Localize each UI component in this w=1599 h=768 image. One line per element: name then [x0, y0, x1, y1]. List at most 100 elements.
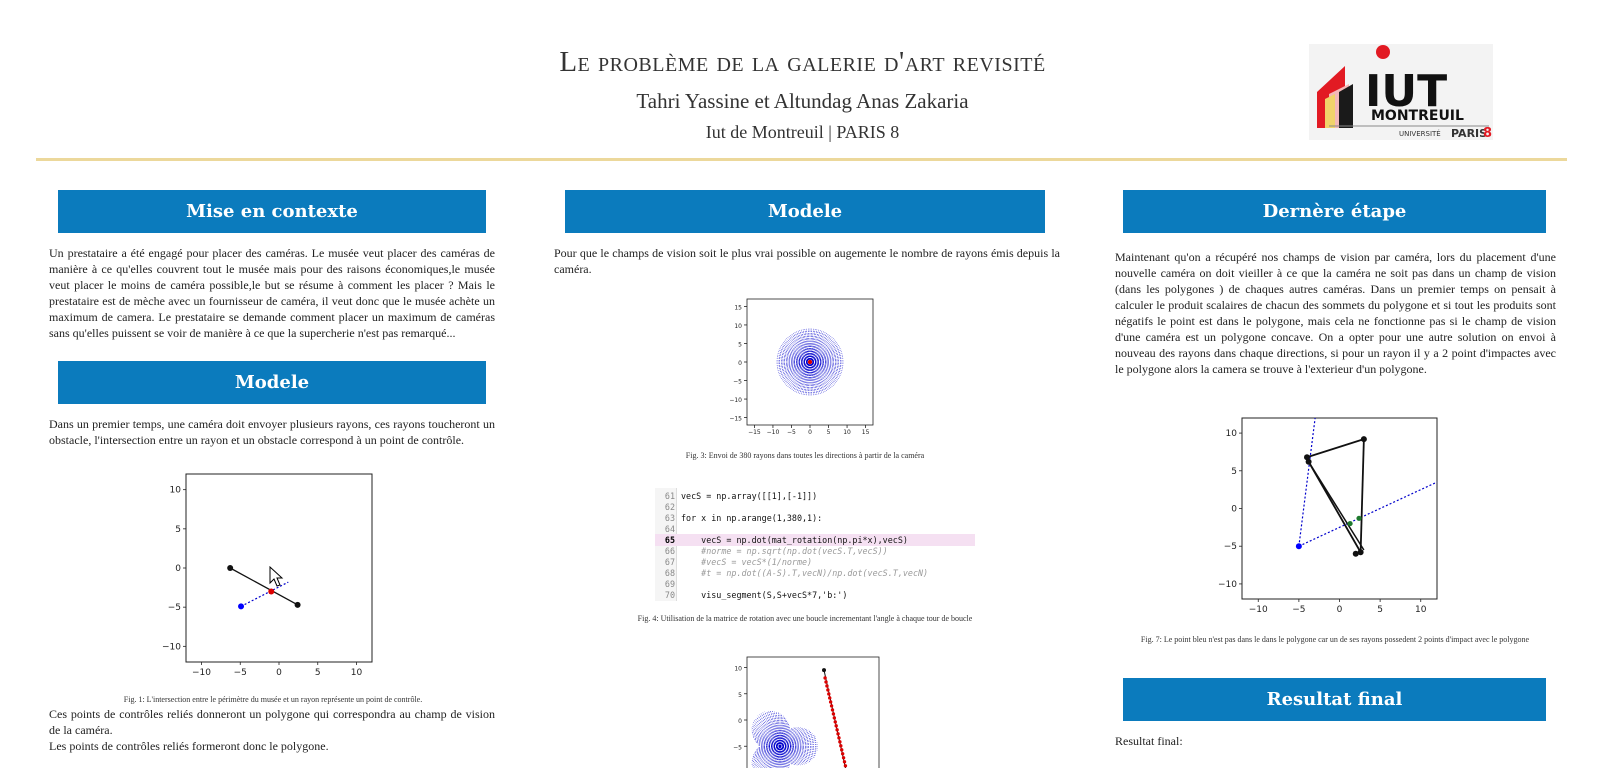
- fig3-ray: [777, 356, 811, 363]
- fig7-xtick-label: 5: [1377, 605, 1383, 615]
- code-snippet: 61 vecS = np.array([[1],[-1]]) 62 63 for x…: [655, 488, 975, 601]
- fig5-ray: [779, 746, 782, 768]
- fig5-ytick-label: 0: [738, 718, 742, 725]
- fig5-ray: [779, 746, 800, 766]
- fig3-ray: [788, 335, 811, 363]
- fig5-ray: [762, 712, 781, 747]
- fig3-ray: [794, 332, 811, 363]
- fig5-ray: [768, 746, 781, 768]
- fig3-ray: [783, 340, 811, 363]
- fig5-ray: [759, 714, 781, 747]
- fig3-ray: [780, 346, 811, 363]
- fig1-ytick-label: 5: [175, 525, 181, 535]
- fig3-ray: [788, 361, 811, 389]
- figure-3-plot: −15 −10 −5 0 5 10 15 15 10 5 0 −5 −10 −15: [725, 297, 875, 437]
- fig7-polygon-edge: [1306, 438, 1365, 459]
- fig3-ray: [809, 361, 834, 386]
- fig3-ray: [779, 361, 811, 376]
- fig3-ray: [809, 353, 843, 363]
- fig1-ytick-label: −5: [168, 603, 181, 613]
- fig3-xtick-label: 5: [827, 429, 831, 436]
- fig3-ray: [809, 361, 830, 390]
- fig3-ray: [809, 361, 839, 381]
- fig5-ray: [773, 746, 781, 768]
- fig5-control-point: [835, 728, 839, 732]
- svg-text:MONTREUIL: MONTREUIL: [1371, 108, 1464, 124]
- fig3-ray: [809, 351, 842, 363]
- fig3-ray: [809, 361, 843, 370]
- fig5-ray: [779, 746, 816, 756]
- fig3-ray: [809, 361, 842, 375]
- fig5-ray: [779, 746, 796, 766]
- fig3-ray: [781, 343, 811, 363]
- derniere-etape-paragraph: Maintenant qu'on a récupéré nos champs d…: [1115, 250, 1556, 376]
- fig5-ray: [753, 746, 781, 756]
- fig5-ray: [779, 746, 787, 768]
- poster-title: Le problème de la galerie d'art revisité: [559, 46, 1046, 78]
- fig3-ytick-label: −15: [729, 416, 742, 423]
- fig3-ytick-label: −5: [733, 379, 742, 386]
- fig5-ray: [779, 746, 809, 763]
- code-line: 64: [664, 524, 675, 534]
- figure-1-svg: −10 −5 0 5 10 10 5 0 −5 −10: [162, 473, 373, 678]
- fig3-ray: [809, 330, 823, 363]
- svg-text:IUT: IUT: [1365, 66, 1447, 117]
- fig1-wall-endpoint: [294, 601, 301, 608]
- fig5-wall-endpoint: [822, 668, 826, 673]
- fig3-ray: [799, 361, 811, 394]
- fig1-ytick-label: 10: [170, 486, 182, 496]
- fig7-ytick-label: 0: [1231, 505, 1237, 515]
- fig5-ray: [751, 746, 781, 759]
- fig3-ray: [780, 345, 811, 363]
- fig5-ray: [751, 746, 781, 763]
- fig1-control-point: [268, 588, 275, 595]
- fig1-xtick-label: 0: [276, 668, 282, 678]
- fig3-ray: [809, 361, 812, 396]
- fig3-ray: [809, 361, 819, 395]
- fig5-ray: [779, 729, 809, 747]
- fig5-ray: [779, 740, 818, 747]
- code-line: 63 for x in np.arange(1,380,1):: [664, 513, 823, 523]
- fig3-ray: [809, 361, 832, 389]
- fig5-control-point: [840, 752, 845, 756]
- svg-text:8: 8: [1483, 126, 1492, 140]
- fig3-ray: [778, 361, 811, 375]
- fig5-control-point: [823, 676, 827, 680]
- fig5-ray: [771, 746, 781, 768]
- fig3-ray: [809, 358, 844, 363]
- fig3-ray: [779, 348, 811, 363]
- fig1-ray: [240, 581, 289, 607]
- fig3-ray: [809, 361, 814, 396]
- fig1-wall-segment: [229, 567, 298, 606]
- code-line: 61 vecS = np.array([[1],[-1]]): [664, 491, 818, 501]
- fig3-ray: [791, 333, 811, 363]
- fig3-ray: [809, 361, 821, 394]
- fig7-xtick-label: −5: [1292, 605, 1305, 615]
- fig3-ray: [809, 361, 843, 371]
- fig5-control-point: [825, 684, 829, 688]
- fig3-ray: [809, 337, 833, 363]
- fig5-control-point: [843, 764, 848, 768]
- fig5-control-point: [839, 744, 843, 748]
- fig3-ray: [809, 333, 829, 363]
- fig5-ray: [779, 727, 802, 747]
- fig7-polygon-vertex: [1305, 458, 1312, 465]
- fig5-ray: [779, 736, 816, 747]
- fig5-ray: [779, 728, 805, 747]
- fig1-camera-point: [238, 603, 245, 610]
- fig3-xtick-label: 15: [862, 429, 870, 436]
- fig3-ray: [809, 361, 838, 382]
- fig5-ray: [752, 746, 781, 768]
- fig5-ray: [754, 746, 781, 752]
- fig3-xtick-label: 0: [808, 429, 812, 436]
- fig5-ray: [754, 718, 781, 747]
- fig3-ytick-label: 10: [734, 323, 742, 330]
- fig3-ray: [777, 361, 811, 371]
- fig5-control-point: [827, 692, 831, 696]
- fig5-ray: [753, 720, 781, 747]
- code-line: 68 #t = np.dot((A-S).T,vecN)/np.dot(vecS…: [664, 568, 929, 578]
- fig5-ray: [774, 711, 781, 747]
- fig3-ray: [796, 361, 811, 393]
- fig3-ray: [778, 351, 811, 363]
- fig5-ray: [779, 727, 796, 747]
